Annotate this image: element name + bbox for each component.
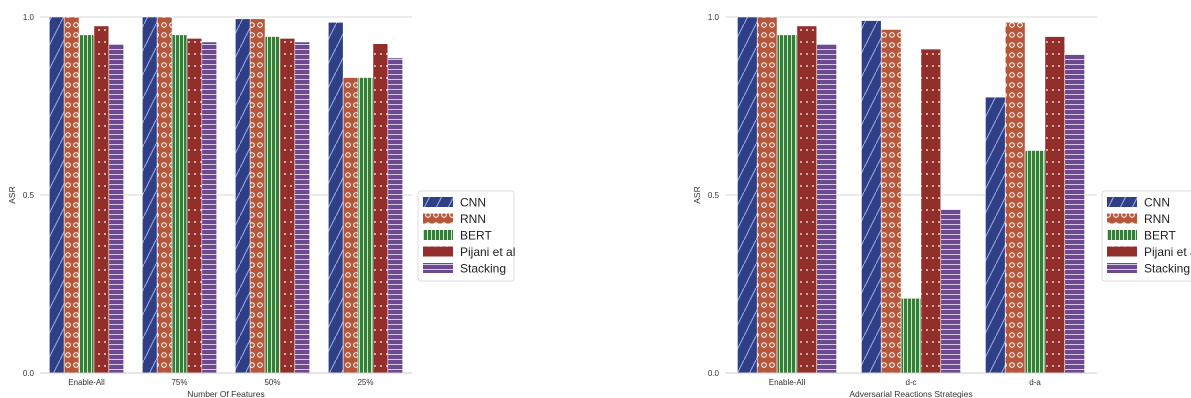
bar-pijani-et-al-d-c xyxy=(920,48,942,374)
legend: CNN RNN BERT Pijani et al Stacking xyxy=(1101,190,1191,282)
bar-stacking-75 xyxy=(201,41,218,374)
legend-label: Pijani et al xyxy=(460,245,515,259)
legend-label: RNN xyxy=(460,212,486,226)
x-tick-label: d-c xyxy=(905,378,916,387)
y-axis-label: ASR xyxy=(7,186,17,203)
x-axis-label: Adversarial Reactions Strategies xyxy=(849,389,972,398)
x-axis-label: Number Of Features xyxy=(187,389,264,398)
bar-pijani-et-al-enable-all xyxy=(796,25,818,374)
legend-swatch-stacking xyxy=(423,263,453,273)
y-tick-label: 0.0 xyxy=(23,369,35,378)
bar-bert-50 xyxy=(264,36,281,374)
legend-label: Pijani et al xyxy=(1144,245,1191,259)
y-tick-label: 1.0 xyxy=(23,13,35,22)
chart-panel-features: ASR Number Of Features 0.0 0.5 1.0 Enable-A… xyxy=(7,13,515,398)
legend-label: Stacking xyxy=(460,262,506,276)
x-tick-label: 75% xyxy=(171,378,187,387)
y-tick-label: 0.5 xyxy=(23,191,35,200)
bar-cnn-enable-all xyxy=(737,16,758,374)
x-tick-label: 25% xyxy=(357,378,373,387)
bar-stacking-enable-all xyxy=(108,43,124,374)
legend-swatch-pijani-et-al xyxy=(423,246,453,257)
legend-swatch-cnn xyxy=(1107,197,1137,207)
bar-stacking-enable-all xyxy=(816,43,837,374)
bar-rnn-75 xyxy=(156,16,173,374)
bar-rnn-enable-all xyxy=(756,16,778,374)
x-tick-label: Enable-All xyxy=(68,378,105,387)
legend-label: BERT xyxy=(460,229,492,243)
y-axis-label: ASR xyxy=(692,186,702,203)
y-tick-label: 0.5 xyxy=(708,191,720,200)
legend-swatch-rnn xyxy=(1107,213,1137,224)
bar-rnn-enable-all xyxy=(63,16,80,374)
bar-stacking-d-c xyxy=(940,208,961,374)
bar-cnn-25 xyxy=(327,22,344,374)
bar-pijani-et-al-25 xyxy=(372,43,389,374)
legend-label: Stacking xyxy=(1144,262,1190,276)
legend-label: BERT xyxy=(1144,229,1176,243)
bar-cnn-d-c xyxy=(861,20,882,374)
legend-swatch-bert xyxy=(1107,230,1137,240)
bar-bert-enable-all xyxy=(78,34,95,374)
x-tick-label: 50% xyxy=(264,378,280,387)
bar-bert-d-a xyxy=(1024,150,1046,374)
bar-bert-25 xyxy=(357,77,374,374)
bar-rnn-25 xyxy=(342,77,359,374)
x-tick-label: Enable-All xyxy=(769,378,806,387)
x-tick-label: d-a xyxy=(1029,378,1041,387)
legend-swatch-pijani-et-al xyxy=(1107,246,1137,257)
bar-rnn-50 xyxy=(249,18,266,374)
legend-label: CNN xyxy=(460,196,486,210)
bar-stacking-25 xyxy=(387,57,404,374)
legend-swatch-stacking xyxy=(1107,263,1137,273)
bar-bert-75 xyxy=(171,34,188,374)
legend: CNN RNN BERT Pijani et al Stacking xyxy=(417,190,515,282)
bar-cnn-enable-all xyxy=(48,16,65,374)
bar-stacking-50 xyxy=(294,41,311,374)
bar-bert-d-c xyxy=(900,297,922,374)
bar-pijani-et-al-enable-all xyxy=(93,25,110,374)
bar-bert-enable-all xyxy=(776,34,798,374)
legend-swatch-rnn xyxy=(423,213,453,224)
y-tick-label: 0.0 xyxy=(708,369,720,378)
bar-rnn-d-c xyxy=(880,29,902,374)
y-tick-label: 1.0 xyxy=(708,13,720,22)
legend-swatch-cnn xyxy=(423,197,453,207)
bar-pijani-et-al-50 xyxy=(279,38,296,374)
legend-label: RNN xyxy=(1144,212,1170,226)
chart-panel-strategies: ASR Adversarial Reactions Strategies 0.0… xyxy=(692,13,1191,398)
bar-cnn-d-a xyxy=(985,96,1006,374)
legend-swatch-bert xyxy=(423,230,453,240)
bar-rnn-d-a xyxy=(1004,22,1026,374)
bar-pijani-et-al-d-a xyxy=(1044,36,1066,374)
bar-cnn-50 xyxy=(235,18,251,374)
bar-pijani-et-al-75 xyxy=(186,38,203,374)
legend-label: CNN xyxy=(1144,196,1170,210)
bar-cnn-75 xyxy=(142,16,158,374)
bar-stacking-d-a xyxy=(1064,54,1085,374)
